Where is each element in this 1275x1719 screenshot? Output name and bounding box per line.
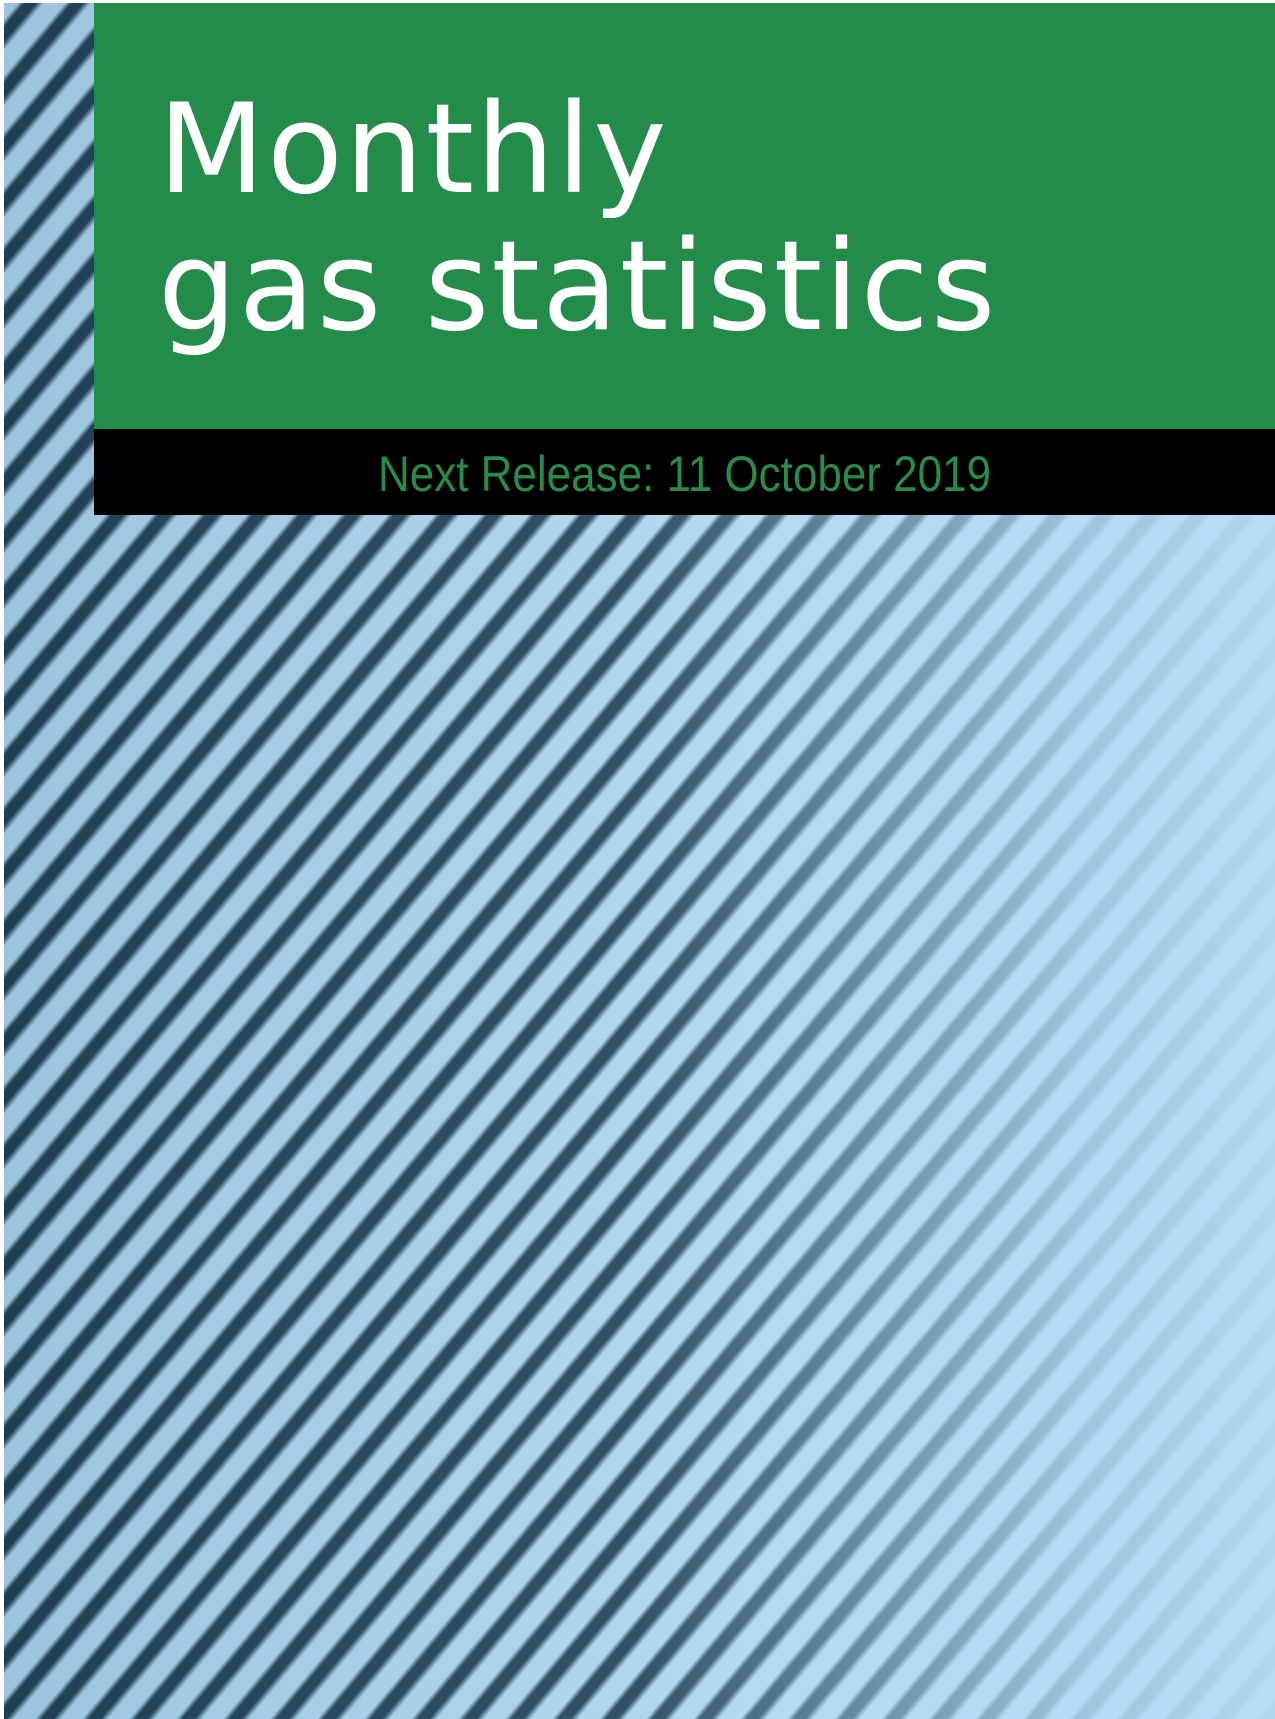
title-line: gas statistics [158, 225, 997, 349]
title-line: Monthly [158, 88, 668, 212]
next-release: Next Release: 11 October 2019 [165, 445, 1204, 503]
cover-page: Monthly gas statistics Next Release: 11 … [0, 0, 1275, 1719]
